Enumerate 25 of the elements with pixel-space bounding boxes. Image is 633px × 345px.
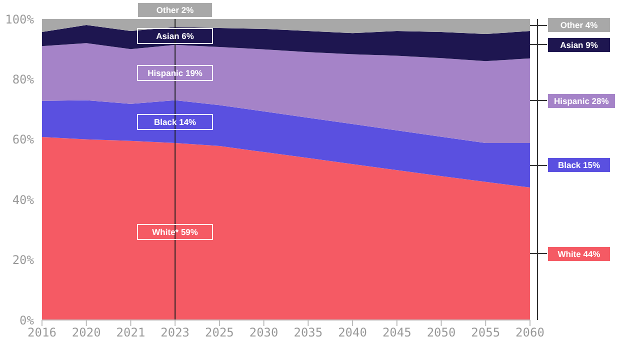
text: Hispanic 28% xyxy=(547,92,616,109)
x-tick-label: 2050 xyxy=(426,326,456,340)
text: Other 2% xyxy=(137,2,214,18)
text: Asian 9% xyxy=(547,36,611,53)
text: White 44% xyxy=(547,246,611,262)
y-tick-label: 0% xyxy=(20,313,35,328)
y-tick-label: 60% xyxy=(12,132,35,147)
x-tick-label: 2045 xyxy=(382,326,412,340)
x-tick-label: 2060 xyxy=(516,326,544,340)
x-tick-label: 2021 xyxy=(116,326,146,340)
y-tick-label: 20% xyxy=(12,253,35,268)
x-tick-label: 2025 xyxy=(205,326,234,340)
x-tick-label: 2040 xyxy=(338,326,367,340)
x-tick-label: 2055 xyxy=(471,326,500,340)
annotation: Asian 6% xyxy=(137,28,214,44)
y-tick-label: 80% xyxy=(12,72,35,86)
x-tick-label: 2023 xyxy=(160,326,190,340)
text: Other 4% xyxy=(547,17,611,34)
x-tick-label: 2030 xyxy=(249,326,278,340)
text: Black 15% xyxy=(547,157,611,174)
x-tick-label: 2016 xyxy=(28,326,56,340)
y-tick-label: 40% xyxy=(12,192,35,207)
y-tick-label: 100% xyxy=(5,12,35,26)
x-tick-label: 2020 xyxy=(72,326,101,340)
x-tick-label: 2035 xyxy=(294,326,323,340)
